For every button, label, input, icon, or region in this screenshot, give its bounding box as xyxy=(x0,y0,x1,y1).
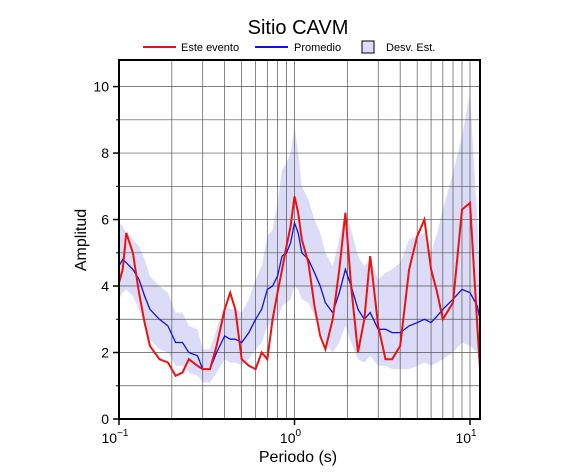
legend-label: Desv. Est. xyxy=(386,42,435,54)
x-tick-label: 100 xyxy=(280,428,302,446)
y-tick-label: 8 xyxy=(101,145,109,161)
series-line xyxy=(118,220,481,370)
chart-title: Sitio CAVM xyxy=(248,17,349,39)
y-tick-label: 2 xyxy=(101,345,109,361)
y-tick-label: 4 xyxy=(101,278,109,294)
tick-exponent: 0 xyxy=(296,428,302,439)
y-tick-label: 10 xyxy=(93,79,109,95)
x-tick-label: 10−1 xyxy=(102,428,129,446)
y-tick-label: 6 xyxy=(101,212,109,228)
x-axis-label: Periodo (s) xyxy=(259,449,337,466)
tick-exponent: −1 xyxy=(117,428,129,439)
tick-base: 10 xyxy=(280,430,296,446)
legend-swatch xyxy=(361,40,375,54)
legend-label: Promedio xyxy=(294,42,341,54)
tick-exponent: 1 xyxy=(471,428,477,439)
legend-label: Este evento xyxy=(181,42,239,54)
plot-frame xyxy=(118,59,481,420)
series-line xyxy=(118,196,481,378)
y-axis-label: Amplitud xyxy=(73,209,90,271)
y-tick-label: 0 xyxy=(101,411,109,427)
tick-base: 10 xyxy=(102,430,118,446)
x-tick-label: 101 xyxy=(455,428,477,446)
tick-base: 10 xyxy=(455,430,471,446)
